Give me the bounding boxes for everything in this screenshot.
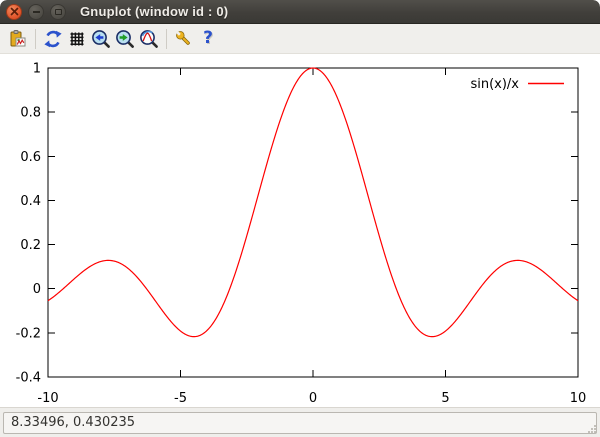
plot-svg: -10 -5 0 5 10 1 0.8 0.6 0.4 0.2 0 -0.2 -0.4 sin(x)/x (16, 62, 587, 407)
clipboard-chart-icon (10, 29, 26, 46)
zoom-autoscale-icon (140, 29, 158, 48)
x-tick-label: -5 (174, 391, 187, 406)
y-tick-label: 0.6 (20, 150, 41, 165)
maximize-button[interactable] (50, 3, 66, 20)
y-tick-label: 0.2 (20, 238, 41, 253)
y-tick-label: 0 (33, 282, 41, 297)
legend-label: sin(x)/x (470, 77, 519, 92)
plot-border (47, 67, 579, 378)
x-tick-label: 0 (309, 391, 317, 406)
close-icon (10, 7, 18, 16)
y-tick-label: -0.2 (16, 326, 41, 341)
replot-button[interactable] (41, 26, 65, 52)
grid-icon (70, 32, 84, 45)
previous-zoom-button[interactable] (89, 26, 113, 52)
close-button[interactable] (6, 3, 22, 20)
minimize-button[interactable] (28, 3, 44, 20)
toolbar-separator (166, 28, 167, 49)
x-tick-label: -10 (37, 391, 58, 406)
y-tick-label: 1 (33, 62, 41, 77)
statusbar: 8.33496, 0.430235 (0, 407, 600, 437)
function-curve (47, 67, 579, 338)
y-tick-label: 0.4 (20, 194, 41, 209)
autoscale-button[interactable] (137, 26, 161, 52)
resize-grip[interactable] (586, 423, 597, 434)
help-icon: ? (203, 28, 213, 48)
window-title: Gnuplot (window id : 0) (80, 4, 229, 19)
refresh-icon (44, 30, 62, 47)
zoom-next-icon (116, 29, 134, 48)
y-tick-label: -0.4 (16, 371, 41, 386)
toolbar: ? (0, 24, 600, 54)
minimize-icon (32, 10, 40, 13)
plot-canvas[interactable]: -10 -5 0 5 10 1 0.8 0.6 0.4 0.2 0 -0.2 -0.4 sin(x)/x (0, 54, 600, 407)
wrench-icon (175, 30, 190, 45)
coordinate-readout: 8.33496, 0.430235 (3, 411, 597, 434)
toolbar-separator (35, 28, 36, 49)
x-tick-label: 10 (570, 391, 587, 406)
titlebar[interactable]: Gnuplot (window id : 0) (0, 0, 600, 24)
help-button[interactable]: ? (196, 26, 220, 52)
next-zoom-button[interactable] (113, 26, 137, 52)
maximize-icon (54, 8, 62, 15)
copy-to-clipboard-button[interactable] (6, 26, 30, 52)
options-button[interactable] (172, 26, 196, 52)
toggle-grid-button[interactable] (65, 26, 89, 52)
zoom-previous-icon (92, 29, 110, 48)
y-tick-label: 0.8 (20, 106, 41, 121)
x-tick-label: 5 (441, 391, 449, 406)
